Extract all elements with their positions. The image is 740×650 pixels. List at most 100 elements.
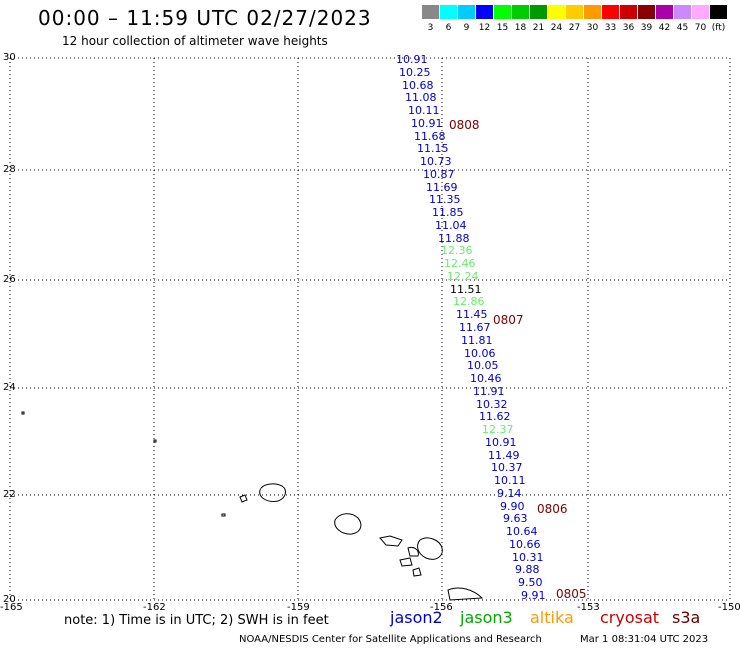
lon-label: -150	[718, 602, 740, 613]
pass-time: 0807	[493, 313, 524, 327]
wave-height-value: 10.91	[411, 117, 443, 130]
wave-height-value: 11.45	[456, 308, 488, 321]
scale-label: 45	[676, 23, 689, 33]
timestamp-text: Mar 1 08:31:04 UTC 2023	[580, 634, 709, 645]
wave-height-value: 11.35	[429, 193, 461, 206]
wave-height-value: 11.81	[461, 334, 493, 347]
scale-swatch	[566, 5, 583, 19]
wave-height-value: 10.37	[491, 461, 523, 474]
wave-height-value: 10.11	[408, 104, 440, 117]
wave-height-value: 11.69	[426, 181, 458, 194]
scale-label: 39	[640, 23, 653, 33]
wave-height-value: 10.32	[476, 398, 508, 411]
scale-swatch	[710, 5, 727, 19]
scale-swatch	[584, 5, 601, 19]
scale-swatch	[440, 5, 457, 19]
scale-swatch	[656, 5, 673, 19]
wave-height-value: 12.46	[444, 257, 476, 270]
wave-height-value: 10.91	[396, 53, 428, 66]
wave-height-value: 12.86	[453, 295, 485, 308]
wave-height-value: 9.90	[500, 500, 525, 513]
wave-height-value: 12.36	[441, 244, 473, 257]
wave-height-value: 10.64	[506, 525, 538, 538]
lat-label: 22	[3, 489, 16, 500]
legend-jason3: jason3	[460, 608, 513, 627]
wave-height-value: 10.91	[485, 436, 517, 449]
wave-height-value: 11.15	[417, 142, 449, 155]
lat-label: 28	[3, 164, 16, 175]
scale-swatch	[422, 5, 439, 19]
scale-swatch	[530, 5, 547, 19]
wave-height-value: 9.91	[521, 589, 546, 602]
legend-s3a: s3a	[672, 608, 701, 627]
wave-height-value: 10.11	[494, 474, 526, 487]
lon-label: -165	[0, 602, 23, 613]
scale-swatch	[692, 5, 709, 19]
scale-label: 36	[622, 23, 635, 33]
map-title: 00:00 – 11:59 UTC 02/27/2023	[38, 6, 372, 30]
legend-jason2: jason2	[390, 608, 443, 627]
lat-label: 26	[3, 274, 16, 285]
lon-label: -159	[287, 602, 310, 613]
scale-label: 18	[514, 23, 527, 33]
scale-label: 9	[463, 23, 470, 33]
wave-height-value: 11.85	[432, 206, 464, 219]
wave-height-value: 9.14	[497, 487, 522, 500]
wave-height-value: 9.50	[518, 576, 543, 589]
scale-swatch	[674, 5, 691, 19]
scale-label: 27	[568, 23, 581, 33]
legend-altika: altika	[530, 608, 574, 627]
scale-label: 30	[586, 23, 599, 33]
scale-swatch	[476, 5, 493, 19]
scale-label: 6	[445, 23, 452, 33]
wave-height-value: 10.05	[467, 359, 499, 372]
wave-height-value: 10.06	[464, 347, 496, 360]
lon-label: -162	[143, 602, 166, 613]
wave-height-value: 11.04	[435, 219, 467, 232]
pass-time: 0808	[449, 118, 480, 132]
wave-height-value: 11.51	[450, 283, 482, 296]
scale-label: (ft)	[711, 23, 726, 33]
wave-height-value: 10.68	[402, 79, 434, 92]
wave-height-value: 10.66	[509, 538, 541, 551]
wave-height-value: 11.49	[488, 449, 520, 462]
wave-height-value: 10.87	[423, 168, 455, 181]
pass-time: 0805	[556, 587, 587, 601]
pass-time: 0806	[537, 502, 568, 516]
scale-label: 3	[427, 23, 434, 33]
wave-height-value: 10.46	[470, 372, 502, 385]
lon-label: -153	[577, 602, 600, 613]
wave-height-value: 11.67	[459, 321, 491, 334]
scale-swatch	[638, 5, 655, 19]
scale-swatch	[620, 5, 637, 19]
scale-swatch	[512, 5, 529, 19]
wave-height-value: 11.91	[473, 385, 505, 398]
credit-text: NOAA/NESDIS Center for Satellite Applica…	[239, 634, 542, 645]
scale-label: 21	[532, 23, 545, 33]
grid-lines	[9, 57, 731, 601]
wave-height-value: 12.37	[482, 423, 514, 436]
scale-swatch	[458, 5, 475, 19]
scale-label: 33	[604, 23, 617, 33]
note-text: note: 1) Time is in UTC; 2) SWH is in fe…	[64, 613, 329, 628]
scale-swatch	[602, 5, 619, 19]
lon-label: -156	[430, 602, 453, 613]
legend-cryosat: cryosat	[600, 608, 660, 627]
island-outlines	[21, 411, 484, 601]
lat-label: 30	[3, 52, 16, 63]
lat-label: 24	[3, 382, 16, 393]
wave-height-value: 11.68	[414, 130, 446, 143]
wave-height-value: 10.31	[512, 551, 544, 564]
scale-label: 24	[550, 23, 563, 33]
scale-swatch	[494, 5, 511, 19]
scale-label: 15	[496, 23, 509, 33]
wave-height-value: 10.25	[399, 66, 431, 79]
wave-height-value: 11.88	[438, 232, 470, 245]
scale-label: 70	[694, 23, 707, 33]
wave-height-value: 11.62	[479, 410, 511, 423]
scale-label: 12	[478, 23, 491, 33]
wave-height-value: 10.73	[420, 155, 452, 168]
map-subtitle: 12 hour collection of altimeter wave hei…	[62, 34, 328, 48]
wave-height-value: 11.08	[405, 91, 437, 104]
